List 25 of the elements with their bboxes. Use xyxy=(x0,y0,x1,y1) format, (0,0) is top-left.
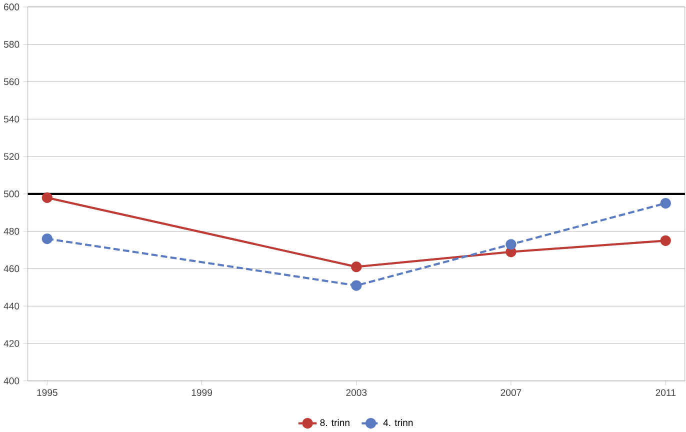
y-tick-label: 480 xyxy=(4,228,20,235)
y-tick-label: 600 xyxy=(4,4,20,10)
x-tick-label: 1999 xyxy=(192,389,212,396)
point xyxy=(506,239,516,250)
point xyxy=(660,235,671,246)
x-tick-label: 2011 xyxy=(656,389,676,396)
point xyxy=(42,192,52,204)
x-tick-label: 2007 xyxy=(500,389,522,396)
point xyxy=(660,198,671,209)
y-tick-label: 400 xyxy=(4,378,20,384)
point xyxy=(351,262,362,272)
point xyxy=(351,280,362,291)
x-tick-label: 2003 xyxy=(346,389,367,396)
y-tick-label: 540 xyxy=(4,116,20,123)
point xyxy=(42,234,52,244)
y-tick-label: 440 xyxy=(4,302,20,310)
y-tick-label: 580 xyxy=(4,41,20,48)
y-tick-label: 500 xyxy=(4,190,20,198)
y-tick-label: 420 xyxy=(4,340,20,347)
y-tick-label: 460 xyxy=(4,265,20,272)
y-tick-label: 520 xyxy=(4,153,20,160)
y-tick-label: 560 xyxy=(4,78,20,86)
legend-label: 4. trinn xyxy=(383,419,413,426)
x-tick-label: 1995 xyxy=(37,389,58,396)
legend-label: 8. trinn xyxy=(320,419,350,426)
